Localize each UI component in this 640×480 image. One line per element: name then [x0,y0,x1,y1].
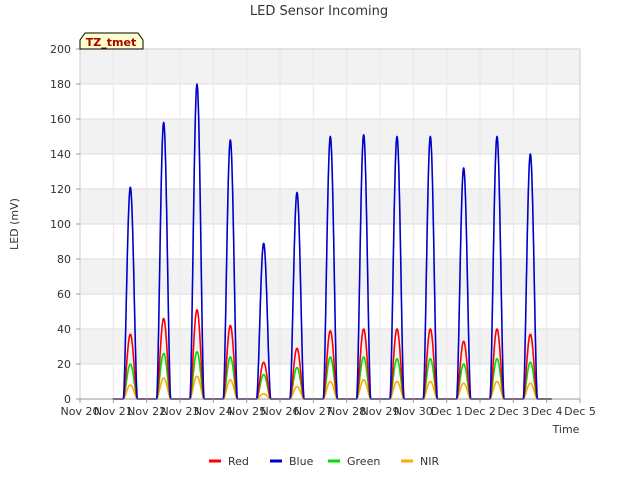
y-tick-label: 80 [57,253,71,266]
y-tick-label: 160 [50,113,71,126]
chart-title: LED Sensor Incoming [250,4,388,19]
y-tick-label: 120 [50,183,71,196]
plot-band [80,224,580,259]
x-tick-label: Dec 2 [464,405,496,418]
y-axis-label: LED (mV) [8,198,21,250]
station-badge: TZ_tmet [79,32,144,50]
x-tick-label: Nov 30 [394,405,433,418]
plot-band [80,49,580,84]
y-tick-label: 140 [50,148,71,161]
plot-band [80,154,580,189]
legend-item-green: Green [328,455,380,468]
y-tick-label: 180 [50,78,71,91]
plot-band [80,84,580,119]
y-tick-label: 20 [57,358,71,371]
plot-band [80,189,580,224]
legend-item-blue: Blue [270,455,314,468]
x-tick-label: Nov 28 [327,405,366,418]
x-tick-label: Nov 24 [194,405,233,418]
x-axis-label: Time [552,423,580,436]
plot-band [80,294,580,329]
x-tick-label: Dec 5 [564,405,596,418]
x-tick-label: Nov 21 [94,405,133,418]
x-tick-label: Nov 22 [127,405,166,418]
badge-box [79,32,144,50]
legend-label: Green [347,455,380,468]
y-tick-labels: 0 20 40 60 80 100 120 140 160 180 200 [50,43,80,406]
legend-label: NIR [420,455,439,468]
legend-label: Red [228,455,249,468]
x-tick-label: Dec 3 [497,405,529,418]
legend: Red Blue Green NIR [209,455,439,468]
x-tick-label: Dec 1 [431,405,463,418]
y-tick-label: 100 [50,218,71,231]
legend-item-nir: NIR [401,455,439,468]
x-tick-label: Nov 26 [261,405,300,418]
x-tick-label: Nov 27 [294,405,333,418]
x-tick-label: Nov 23 [161,405,200,418]
x-tick-label: Nov 29 [361,405,400,418]
plot-band [80,259,580,294]
y-tick-label: 60 [57,288,71,301]
x-tick-label: Nov 20 [61,405,100,418]
legend-item-red: Red [209,455,249,468]
y-tick-label: 40 [57,323,71,336]
y-tick-label: 0 [64,393,71,406]
x-tick-label: Nov 25 [227,405,266,418]
badge-label: TZ_tmet [86,36,136,49]
legend-label: Blue [289,455,314,468]
x-tick-label: Dec 4 [531,405,563,418]
y-tick-label: 200 [50,43,71,56]
